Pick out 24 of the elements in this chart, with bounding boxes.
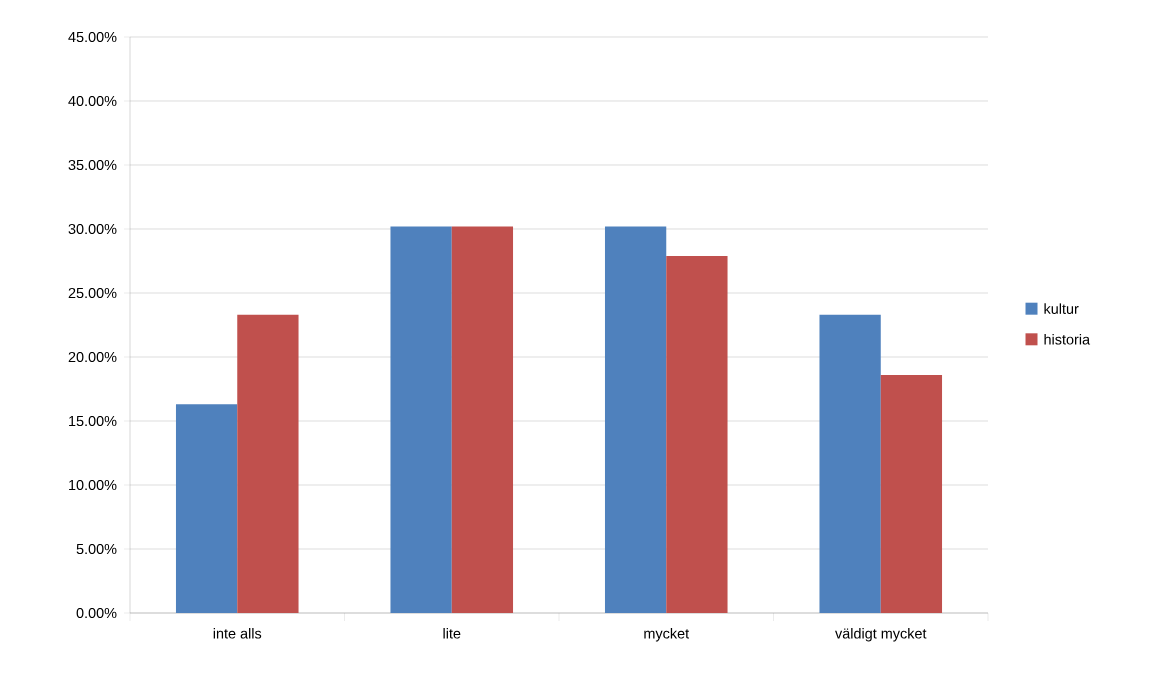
- y-tick-label: 35.00%: [68, 159, 117, 171]
- y-tick-label: 45.00%: [68, 31, 117, 43]
- y-tick-label: 25.00%: [68, 287, 117, 299]
- legend-label: historia: [1044, 333, 1091, 345]
- bar: [390, 226, 452, 613]
- x-tick-label: väldigt mycket: [835, 628, 927, 642]
- x-tick-label: inte alls: [213, 628, 262, 639]
- bar: [819, 314, 881, 613]
- legend-label: kultur: [1044, 303, 1079, 314]
- y-tick-label: 0.00%: [76, 607, 117, 619]
- x-tick-label: mycket: [644, 628, 690, 642]
- y-tick-label: 10.00%: [69, 479, 117, 491]
- y-tick-label: 40.00%: [68, 95, 117, 107]
- y-tick-label: 30.00%: [68, 223, 117, 235]
- bar: [237, 314, 299, 613]
- bar: [604, 226, 667, 613]
- y-tick-label: 5.00%: [76, 543, 117, 555]
- x-tick-label: lite: [443, 628, 461, 639]
- bar: [880, 374, 943, 613]
- bar: [451, 226, 514, 613]
- y-tick-label: 15.00%: [69, 415, 117, 427]
- bar: [666, 255, 728, 613]
- y-tick-label: 20.00%: [68, 351, 117, 363]
- bar: [175, 404, 238, 613]
